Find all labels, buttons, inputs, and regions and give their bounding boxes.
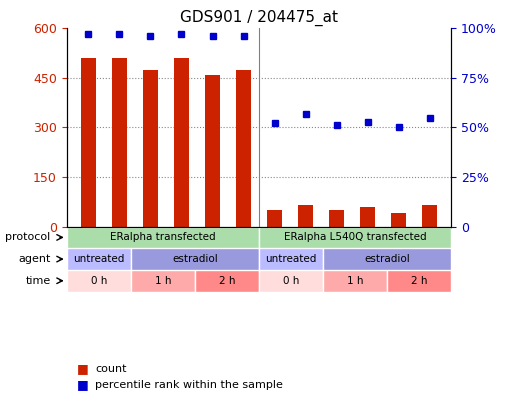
Text: time: time (26, 276, 51, 286)
FancyBboxPatch shape (259, 226, 451, 248)
Bar (422, 205, 438, 226)
Text: ERalpha transfected: ERalpha transfected (110, 232, 215, 243)
Text: ■: ■ (77, 362, 89, 375)
Bar (174, 58, 189, 226)
Text: 0 h: 0 h (91, 276, 107, 286)
Bar (329, 210, 344, 226)
Text: count: count (95, 364, 126, 373)
FancyBboxPatch shape (259, 248, 323, 270)
Bar (81, 58, 96, 226)
FancyBboxPatch shape (387, 270, 451, 292)
FancyBboxPatch shape (67, 270, 131, 292)
Text: 1 h: 1 h (154, 276, 171, 286)
Bar (112, 58, 127, 226)
Text: 1 h: 1 h (347, 276, 364, 286)
FancyBboxPatch shape (67, 226, 259, 248)
Bar (360, 207, 376, 226)
Bar (298, 205, 313, 226)
Text: 0 h: 0 h (283, 276, 299, 286)
Bar (143, 70, 158, 226)
FancyBboxPatch shape (67, 248, 131, 270)
FancyBboxPatch shape (131, 248, 259, 270)
Text: estradiol: estradiol (172, 254, 218, 264)
Bar (205, 75, 220, 226)
Text: percentile rank within the sample: percentile rank within the sample (95, 380, 283, 390)
Title: GDS901 / 204475_at: GDS901 / 204475_at (180, 9, 338, 26)
FancyBboxPatch shape (323, 270, 387, 292)
Bar (391, 213, 406, 226)
Text: 2 h: 2 h (411, 276, 428, 286)
Bar (236, 70, 251, 226)
FancyBboxPatch shape (323, 248, 451, 270)
Text: estradiol: estradiol (364, 254, 410, 264)
Text: ■: ■ (77, 378, 89, 391)
Text: protocol: protocol (6, 232, 51, 243)
FancyBboxPatch shape (131, 270, 195, 292)
FancyBboxPatch shape (259, 270, 323, 292)
Text: ERalpha L540Q transfected: ERalpha L540Q transfected (284, 232, 427, 243)
Text: untreated: untreated (73, 254, 125, 264)
Text: agent: agent (18, 254, 51, 264)
Text: 2 h: 2 h (219, 276, 235, 286)
Text: untreated: untreated (265, 254, 317, 264)
Bar (267, 210, 282, 226)
FancyBboxPatch shape (195, 270, 259, 292)
